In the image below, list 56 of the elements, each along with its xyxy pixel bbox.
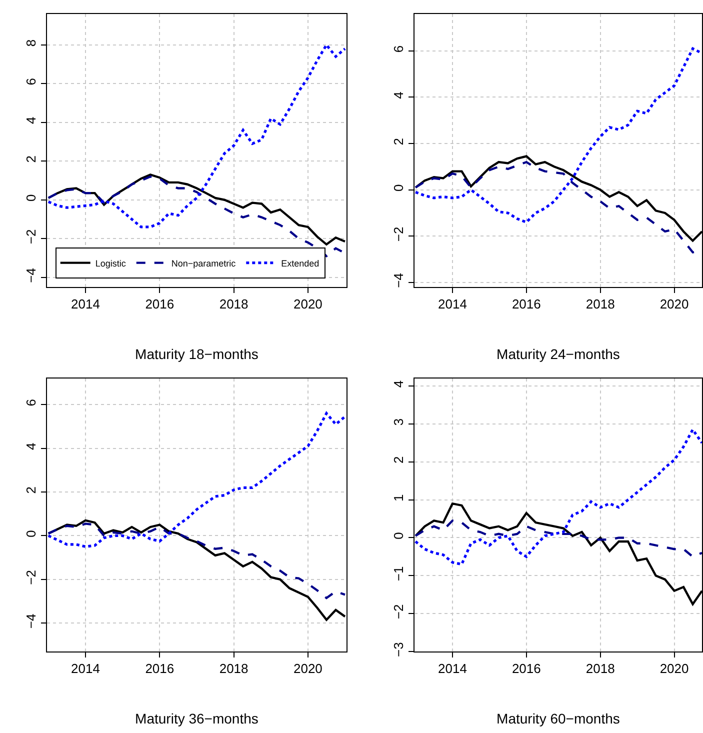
y-tick-label: 3 [391, 418, 406, 426]
line-series [414, 520, 702, 558]
x-tick-label: 2016 [512, 296, 541, 312]
y-tick-label: 6 [24, 399, 39, 406]
line-series [47, 412, 346, 548]
y-tick-label: 2 [24, 486, 39, 494]
x-tick-label: 2014 [71, 661, 100, 676]
x-axis-title: Maturity 24−months [496, 346, 620, 362]
y-tick-label: 2 [391, 138, 406, 146]
y-tick-label: 2 [391, 456, 406, 464]
x-tick-label: 2018 [586, 296, 615, 312]
legend-label: Logistic [95, 258, 126, 268]
x-tick-label: 2020 [660, 661, 689, 676]
x-tick-label: 2020 [660, 296, 689, 312]
x-tick-label: 2016 [145, 661, 174, 676]
x-tick-label: 2018 [219, 661, 248, 676]
line-series [47, 44, 346, 228]
y-tick-label: 0 [391, 532, 406, 540]
y-tick-label: 1 [391, 494, 406, 502]
x-tick-label: 2020 [293, 661, 322, 676]
y-tick-label: 4 [24, 442, 39, 450]
legend-label: Non−parametric [171, 258, 236, 268]
x-tick-label: 2016 [512, 661, 541, 676]
y-tick-label: 0 [391, 184, 406, 192]
y-tick-label: 0 [24, 194, 39, 202]
y-tick-label: 4 [391, 92, 406, 99]
y-tick-label: −1 [391, 566, 406, 582]
line-series [414, 47, 702, 224]
y-tick-label: −2 [391, 604, 406, 620]
x-tick-label: 2018 [586, 661, 615, 676]
y-tick-label: −4 [24, 268, 39, 283]
x-tick-label: 2014 [71, 296, 100, 312]
line-series [414, 428, 702, 566]
y-tick-label: 4 [391, 380, 406, 388]
x-tick-label: 2014 [438, 296, 467, 312]
y-tick-label: 6 [24, 78, 39, 86]
x-axis-title: Maturity 18−months [135, 346, 258, 362]
y-tick-label: −3 [391, 642, 406, 657]
x-tick-label: 2020 [293, 296, 322, 312]
y-tick-label: −2 [391, 226, 406, 242]
y-tick-label: −4 [24, 614, 39, 629]
y-tick-label: 0 [24, 530, 39, 538]
y-tick-label: 4 [24, 116, 39, 124]
legend-label: Extended [281, 258, 320, 268]
y-tick-label: −4 [391, 273, 406, 288]
y-tick-label: 8 [24, 39, 39, 47]
y-tick-label: −2 [24, 229, 39, 244]
x-tick-label: 2018 [219, 296, 248, 312]
y-tick-label: −2 [24, 570, 39, 585]
x-tick-label: 2014 [438, 661, 467, 676]
y-tick-label: 6 [391, 45, 406, 53]
line-series [47, 522, 346, 600]
x-axis-title: Maturity 60−months [496, 710, 620, 726]
x-tick-label: 2016 [145, 296, 174, 312]
x-axis-title: Maturity 36−months [135, 710, 258, 726]
y-tick-label: 2 [24, 156, 39, 163]
